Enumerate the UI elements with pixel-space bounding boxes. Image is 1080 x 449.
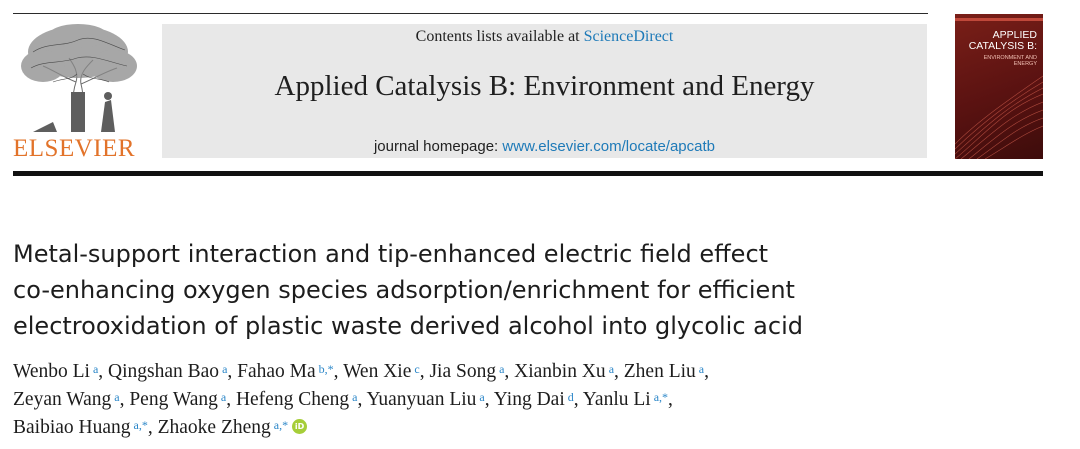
journal-banner: Contents lists available at ScienceDirec… <box>162 24 927 158</box>
affiliation-marker[interactable]: a,* <box>273 418 289 432</box>
author-name[interactable]: Zhen Liu <box>623 361 696 382</box>
affiliation-marker[interactable]: a <box>114 390 120 404</box>
article-title: Metal-support interaction and tip-enhanc… <box>13 236 893 344</box>
affiliation-marker[interactable]: a,* <box>653 390 669 404</box>
author-name[interactable]: Fahao Ma <box>237 361 316 382</box>
sciencedirect-link[interactable]: ScienceDirect <box>583 28 674 45</box>
affiliation-marker[interactable]: b,* <box>318 362 334 376</box>
orcid-icon[interactable]: iD <box>292 419 308 435</box>
journal-cover[interactable]: APPLIED CATALYSIS B: ENVIRONMENT AND ENE… <box>955 14 1043 159</box>
author-name[interactable]: Ying Dai <box>493 389 565 410</box>
journal-title: Applied Catalysis B: Environment and Ene… <box>274 70 815 102</box>
affiliation-marker[interactable]: a <box>608 362 615 376</box>
author-name[interactable]: Xianbin Xu <box>514 361 606 382</box>
title-line: electrooxidation of plastic waste derive… <box>13 312 803 340</box>
affiliation-marker[interactable]: a <box>222 362 228 376</box>
title-line: Metal-support interaction and tip-enhanc… <box>13 240 769 268</box>
author-name[interactable]: Peng Wang <box>129 389 218 410</box>
cover-title: APPLIED CATALYSIS B: <box>959 30 1037 52</box>
author-name[interactable]: Zhaoke Zheng <box>157 417 271 438</box>
publisher-wordmark: ELSEVIER <box>13 135 136 162</box>
affiliation-marker[interactable]: a <box>698 362 705 376</box>
cover-header-bar <box>955 18 1043 21</box>
author-name[interactable]: Wenbo Li <box>13 361 90 382</box>
homepage-link[interactable]: www.elsevier.com/locate/apcatb <box>502 138 716 155</box>
affiliation-marker[interactable]: d <box>567 390 574 404</box>
author-name[interactable]: Wen Xie <box>343 361 412 382</box>
cover-title-line-2: CATALYSIS B: <box>968 40 1037 52</box>
affiliation-marker[interactable]: a <box>92 362 99 376</box>
affiliation-marker[interactable]: a,* <box>133 418 148 432</box>
affiliation-marker[interactable]: c <box>414 362 420 376</box>
affiliation-marker[interactable]: a <box>352 390 358 404</box>
homepage-prefix: journal homepage: <box>373 138 503 155</box>
title-line: co-enhancing oxygen species adsorption/e… <box>13 276 795 304</box>
author-line: Zeyan Wang a, Peng Wang a, Hefeng Cheng a, … <box>13 389 673 410</box>
header-divider <box>13 171 1043 176</box>
author-line: Wenbo Li a, Qingshan Bao a, Fahao Ma b,*, W… <box>13 361 709 382</box>
author-name[interactable]: Yanlu Li <box>582 389 651 410</box>
author-line: Baibiao Huang a,*, Zhaoke Zheng a,* iD <box>13 414 1053 442</box>
affiliation-marker[interactable]: a <box>479 390 485 404</box>
top-rule <box>13 13 928 14</box>
elsevier-logo[interactable]: ELSEVIER <box>13 22 143 162</box>
cover-title-line-1: APPLIED <box>992 29 1037 41</box>
homepage-line: journal homepage: www.elsevier.com/locat… <box>162 138 927 155</box>
author-name[interactable]: Jia Song <box>429 361 497 382</box>
author-list: Wenbo Li a, Qingshan Bao a, Fahao Ma b,*, W… <box>13 358 1053 442</box>
author-name[interactable]: Yuanyuan Liu <box>366 389 477 410</box>
tree-icon <box>21 24 137 133</box>
author-name[interactable]: Qingshan Bao <box>108 361 220 382</box>
cover-subtitle: ENVIRONMENT AND ENERGY <box>983 55 1037 67</box>
affiliation-marker[interactable]: a <box>220 390 227 404</box>
cover-pattern-icon <box>955 75 1043 159</box>
affiliation-marker[interactable]: a <box>499 362 505 376</box>
author-name[interactable]: Baibiao Huang <box>13 417 131 438</box>
author-name[interactable]: Hefeng Cheng <box>235 389 350 410</box>
contents-prefix: Contents lists available at <box>415 28 584 45</box>
author-name[interactable]: Zeyan Wang <box>13 389 112 410</box>
contents-line: Contents lists available at ScienceDirec… <box>162 28 927 46</box>
